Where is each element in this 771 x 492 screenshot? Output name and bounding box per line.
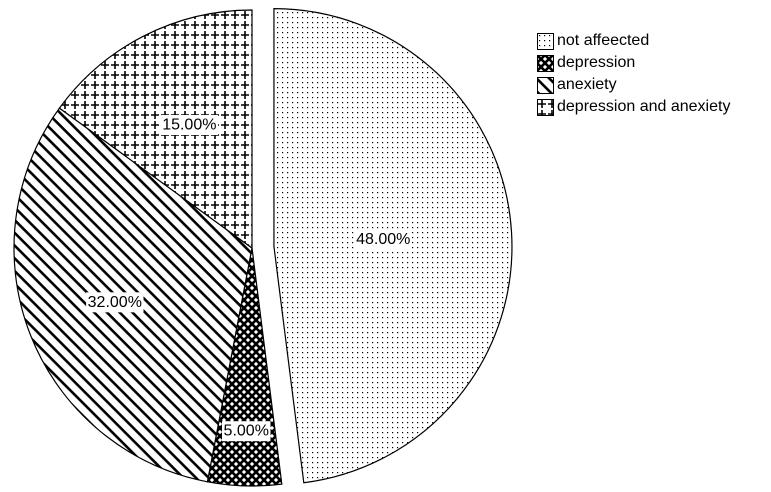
legend: not affeected depression anexiety depres… bbox=[537, 30, 730, 118]
legend-item-anexiety: anexiety bbox=[537, 74, 730, 96]
legend-label: depression bbox=[557, 54, 636, 71]
slice-label-background bbox=[354, 229, 412, 250]
cross-hatch-swatch-icon bbox=[537, 54, 554, 72]
plus-pattern-swatch-icon bbox=[537, 98, 554, 116]
slice-label-depression-and-anexiety: 15.00% bbox=[162, 117, 216, 134]
legend-item-depression-and-anexiety: depression and anexiety bbox=[537, 96, 730, 118]
diagonal-stripes-swatch-icon bbox=[537, 76, 554, 94]
slice-label-background bbox=[86, 292, 144, 313]
slice-label-background bbox=[221, 421, 271, 442]
legend-label: not affeected bbox=[557, 32, 650, 49]
slice-label-background bbox=[160, 115, 219, 136]
legend-label: depression and anexiety bbox=[557, 98, 731, 115]
pie-slice-depression-and-anexiety bbox=[58, 9, 253, 250]
legend-item-depression: depression bbox=[537, 52, 730, 74]
legend-item-not-affeected: not affeected bbox=[537, 30, 730, 52]
legend-label: anexiety bbox=[557, 76, 617, 93]
slice-label-anexiety: 32.00% bbox=[88, 294, 142, 311]
slice-label-not-affeected: 48.00% bbox=[356, 231, 410, 248]
slice-label-depression: 5.00% bbox=[224, 423, 269, 440]
dotted-swatch-icon bbox=[537, 32, 554, 50]
